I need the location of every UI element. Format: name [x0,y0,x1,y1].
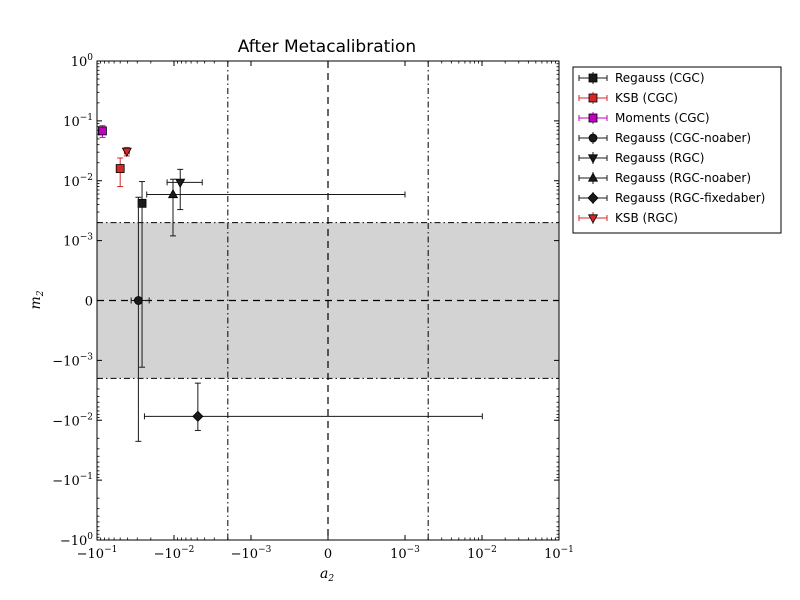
data-point-square [137,198,147,208]
x-tick-label-0: −10−1 [77,545,118,562]
x-axis-label-text: a [320,566,328,582]
data-point-square [98,126,107,136]
y-tick-label-1: 10−1 [63,113,93,130]
x-axis-label-subscript: 2 [327,574,334,584]
legend-label: Regauss (RGC-fixedaber) [615,191,765,205]
y-tick-label-5: −10−3 [52,352,93,369]
legend-marker-triangle-up [587,172,599,182]
series-4 [130,196,150,442]
series-1 [137,181,147,368]
legend-marker-triangle-down [587,214,599,224]
y-axis-label-text: m [28,296,44,309]
series-3 [98,125,107,138]
legend-marker-square [588,113,598,123]
data-point-circle [133,296,143,305]
series-7 [143,382,483,431]
x-axis: −10−1 −10−2 −10−3 0 10−3 10−2 10−1 [77,61,574,562]
series-8 [121,146,132,157]
y-tick-label-2: 10−2 [63,173,93,190]
legend-label: KSB (RGC) [615,211,678,225]
x-tick-label-4: 10−3 [390,545,420,562]
x-tick-label-5: 10−2 [467,545,497,562]
data-point-triangle-down [121,147,132,157]
x-tick-label-1: −10−2 [154,545,195,562]
legend-label: Regauss (RGC) [615,151,704,165]
chart-title: After Metacalibration [238,37,416,57]
legend-entry-1: Regauss (CGC) [578,71,705,85]
legend-marker-triangle-down [587,154,599,164]
legend-entry-2: KSB (CGC) [578,91,678,105]
y-axis-label-subscript: 2 [36,290,46,297]
legend-entry-4: Regauss (CGC-noaber) [578,131,751,145]
data-point-triangle-up [167,188,179,199]
legend-label: KSB (CGC) [615,91,678,105]
legend-entry-8: KSB (RGC) [578,211,678,225]
legend-marker-square [588,73,598,83]
legend-label: Regauss (RGC-noaber) [615,171,751,185]
legend-entry-5: Regauss (RGC) [578,151,704,165]
x-tick-label-6: 10−1 [544,545,574,562]
y-tick-label-4: 0 [85,295,93,310]
legend-label: Regauss (CGC) [615,71,705,85]
series-2 [115,157,125,188]
x-axis-label: a2 [320,566,334,584]
y-tick-label-7: −10−1 [52,472,93,489]
y-tick-label-6: −10−2 [52,412,93,429]
y-axis-label: m2 [28,290,46,309]
y-tick-label-8: −100 [60,532,93,549]
legend-marker-diamond [587,192,599,204]
legend-marker-square [588,93,598,103]
legend-label: Regauss (CGC-noaber) [615,131,751,145]
x-tick-label-3: 0 [324,547,332,562]
data-point-square [115,164,125,173]
x-tick-label-2: −10−3 [231,545,272,562]
legend-entry-3: Moments (CGC) [578,111,710,125]
legend-entry-6: Regauss (RGC-noaber) [578,171,751,185]
legend-label: Moments (CGC) [615,111,710,125]
series-6 [146,178,406,237]
data-point-triangle-down [175,178,186,188]
data-point-diamond [192,410,204,422]
legend: Regauss (CGC) KSB (CGC) Moments (CGC) Regau… [572,66,782,234]
legend-marker-circle [588,133,598,143]
legend-entry-7: Regauss (RGC-fixedaber) [578,191,765,205]
y-axis: 100 10−1 10−2 10−3 0 −10−3 −10−2 −10−1 −100 [52,53,559,549]
y-tick-label-0: 100 [71,53,94,70]
y-tick-label-3: 10−3 [63,233,93,250]
legend-box [572,66,782,234]
series-5 [166,168,203,211]
